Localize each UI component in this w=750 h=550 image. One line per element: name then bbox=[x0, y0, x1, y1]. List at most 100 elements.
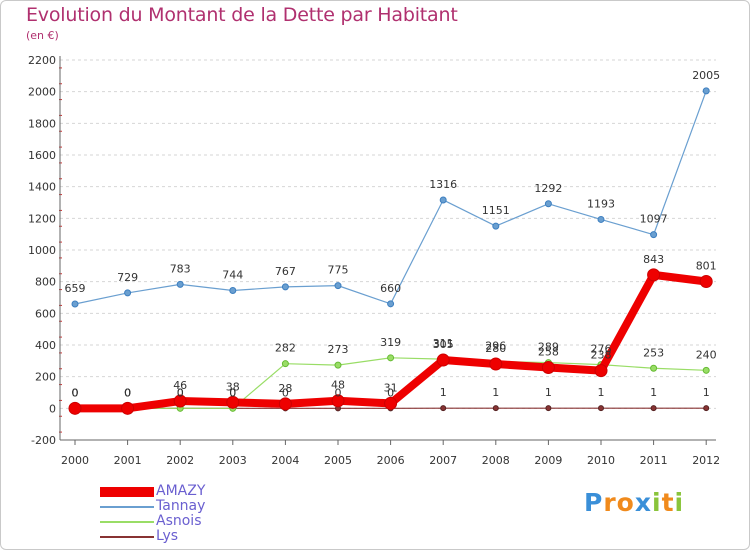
y-tick-label: 2200 bbox=[28, 54, 56, 67]
data-label-lys: 0 bbox=[72, 386, 79, 399]
data-point-amazy bbox=[278, 397, 292, 411]
data-label-lys: 0 bbox=[124, 386, 131, 399]
y-tick-label: 200 bbox=[35, 371, 56, 384]
data-label-asnois: 0 bbox=[177, 386, 184, 399]
data-point-amazy bbox=[489, 357, 503, 371]
data-label-asnois: 296 bbox=[485, 339, 506, 352]
x-tick-label: 2007 bbox=[429, 454, 457, 467]
data-point-lys bbox=[703, 405, 710, 412]
data-point-tannay bbox=[387, 300, 395, 308]
data-label-tannay: 1151 bbox=[482, 204, 510, 217]
data-point-amazy bbox=[173, 394, 187, 408]
x-tick-label: 2002 bbox=[166, 454, 194, 467]
data-point-amazy bbox=[436, 353, 450, 367]
x-tick-label: 2010 bbox=[587, 454, 615, 467]
x-tick-label: 2006 bbox=[377, 454, 405, 467]
chart-title: Evolution du Montant de la Dette par Hab… bbox=[26, 4, 458, 26]
data-label-amazy: 46 bbox=[173, 379, 187, 392]
y-tick-label: 1600 bbox=[28, 149, 56, 162]
logo-letter: r bbox=[603, 488, 617, 517]
data-label-asnois: 289 bbox=[538, 341, 559, 354]
data-label-amazy: 0 bbox=[124, 386, 131, 399]
legend-label-lys: Lys bbox=[156, 528, 179, 544]
data-point-tannay bbox=[544, 200, 552, 208]
data-point-tannay bbox=[229, 287, 237, 295]
data-point-lys bbox=[492, 405, 499, 412]
data-point-amazy bbox=[121, 401, 135, 415]
data-label-tannay: 1193 bbox=[587, 197, 615, 210]
data-label-lys: 1 bbox=[650, 386, 657, 399]
data-label-amazy: 843 bbox=[643, 253, 664, 266]
legend-swatch-asnois bbox=[100, 521, 154, 523]
data-label-lys: 0 bbox=[282, 386, 289, 399]
y-tick-label: 1200 bbox=[28, 212, 56, 225]
data-label-amazy: 305 bbox=[433, 338, 454, 351]
x-tick-label: 2009 bbox=[534, 454, 562, 467]
data-label-tannay: 660 bbox=[380, 282, 401, 295]
data-point-amazy bbox=[647, 268, 661, 282]
data-point-asnois bbox=[281, 360, 289, 368]
data-label-asnois: 0 bbox=[229, 386, 236, 399]
data-label-lys: 1 bbox=[545, 386, 552, 399]
data-label-lys: 1 bbox=[598, 386, 605, 399]
y-tick-label: 600 bbox=[35, 307, 56, 320]
chart-subtitle: (en €) bbox=[26, 29, 59, 42]
data-point-asnois bbox=[387, 354, 395, 362]
x-tick-label: 2011 bbox=[640, 454, 668, 467]
proxiti-logo: Proxiti bbox=[584, 488, 684, 517]
x-tick-label: 2012 bbox=[692, 454, 720, 467]
data-label-amazy: 31 bbox=[384, 381, 398, 394]
data-point-tannay bbox=[281, 283, 289, 291]
data-point-amazy bbox=[384, 396, 398, 410]
x-tick-label: 2000 bbox=[61, 454, 89, 467]
data-point-tannay bbox=[439, 196, 447, 204]
data-point-lys bbox=[650, 405, 657, 412]
series-layer bbox=[68, 87, 713, 415]
logo-letter: o bbox=[616, 488, 635, 517]
data-point-amazy bbox=[226, 395, 240, 409]
data-label-tannay: 1097 bbox=[640, 213, 668, 226]
legend-label-asnois: Asnois bbox=[156, 513, 202, 529]
data-label-asnois: 319 bbox=[380, 336, 401, 349]
data-label-lys: 0 bbox=[335, 386, 342, 399]
x-tick-label: 2005 bbox=[324, 454, 352, 467]
data-label-amazy: 801 bbox=[696, 260, 717, 273]
data-label-tannay: 659 bbox=[65, 282, 86, 295]
data-label-asnois: 0 bbox=[72, 386, 79, 399]
data-label-asnois: 273 bbox=[328, 343, 349, 356]
data-label-lys: 1 bbox=[703, 386, 710, 399]
data-point-amazy bbox=[699, 275, 713, 289]
logo-letter: t bbox=[661, 488, 675, 517]
data-label-amazy: 48 bbox=[331, 379, 345, 392]
data-label-asnois: 253 bbox=[643, 346, 664, 359]
data-point-tannay bbox=[597, 215, 605, 223]
data-label-tannay: 767 bbox=[275, 265, 296, 278]
data-label-amazy: 28 bbox=[278, 382, 292, 395]
x-tick-label: 2004 bbox=[271, 454, 299, 467]
data-label-tannay: 744 bbox=[222, 269, 243, 282]
data-label-tannay: 783 bbox=[170, 262, 191, 275]
legend-label-tannay: Tannay bbox=[156, 498, 206, 514]
legend-swatch-lys bbox=[100, 536, 154, 538]
y-tick-label: 2000 bbox=[28, 86, 56, 99]
data-label-lys: 1 bbox=[440, 386, 447, 399]
data-label-lys: 0 bbox=[177, 386, 184, 399]
data-label-tannay: 729 bbox=[117, 271, 138, 284]
data-labels: 659 729 783 744 767 775 660 1316 1151 1292 1193 109… bbox=[65, 69, 721, 399]
data-point-asnois bbox=[702, 366, 710, 374]
data-point-tannay bbox=[702, 87, 710, 95]
data-label-asnois: 282 bbox=[275, 342, 296, 355]
data-point-amazy bbox=[594, 364, 608, 378]
legend-swatch-tannay bbox=[100, 506, 154, 508]
data-point-amazy bbox=[68, 401, 82, 415]
data-label-amazy: 238 bbox=[591, 349, 612, 362]
y-tick-label: 800 bbox=[35, 276, 56, 289]
data-label-amazy: 0 bbox=[72, 386, 79, 399]
data-label-lys: 0 bbox=[229, 386, 236, 399]
data-point-tannay bbox=[71, 300, 79, 308]
data-point-tannay bbox=[124, 289, 132, 297]
data-point-tannay bbox=[492, 222, 500, 230]
logo-letter: i bbox=[674, 488, 685, 517]
y-tick-label: 400 bbox=[35, 339, 56, 352]
